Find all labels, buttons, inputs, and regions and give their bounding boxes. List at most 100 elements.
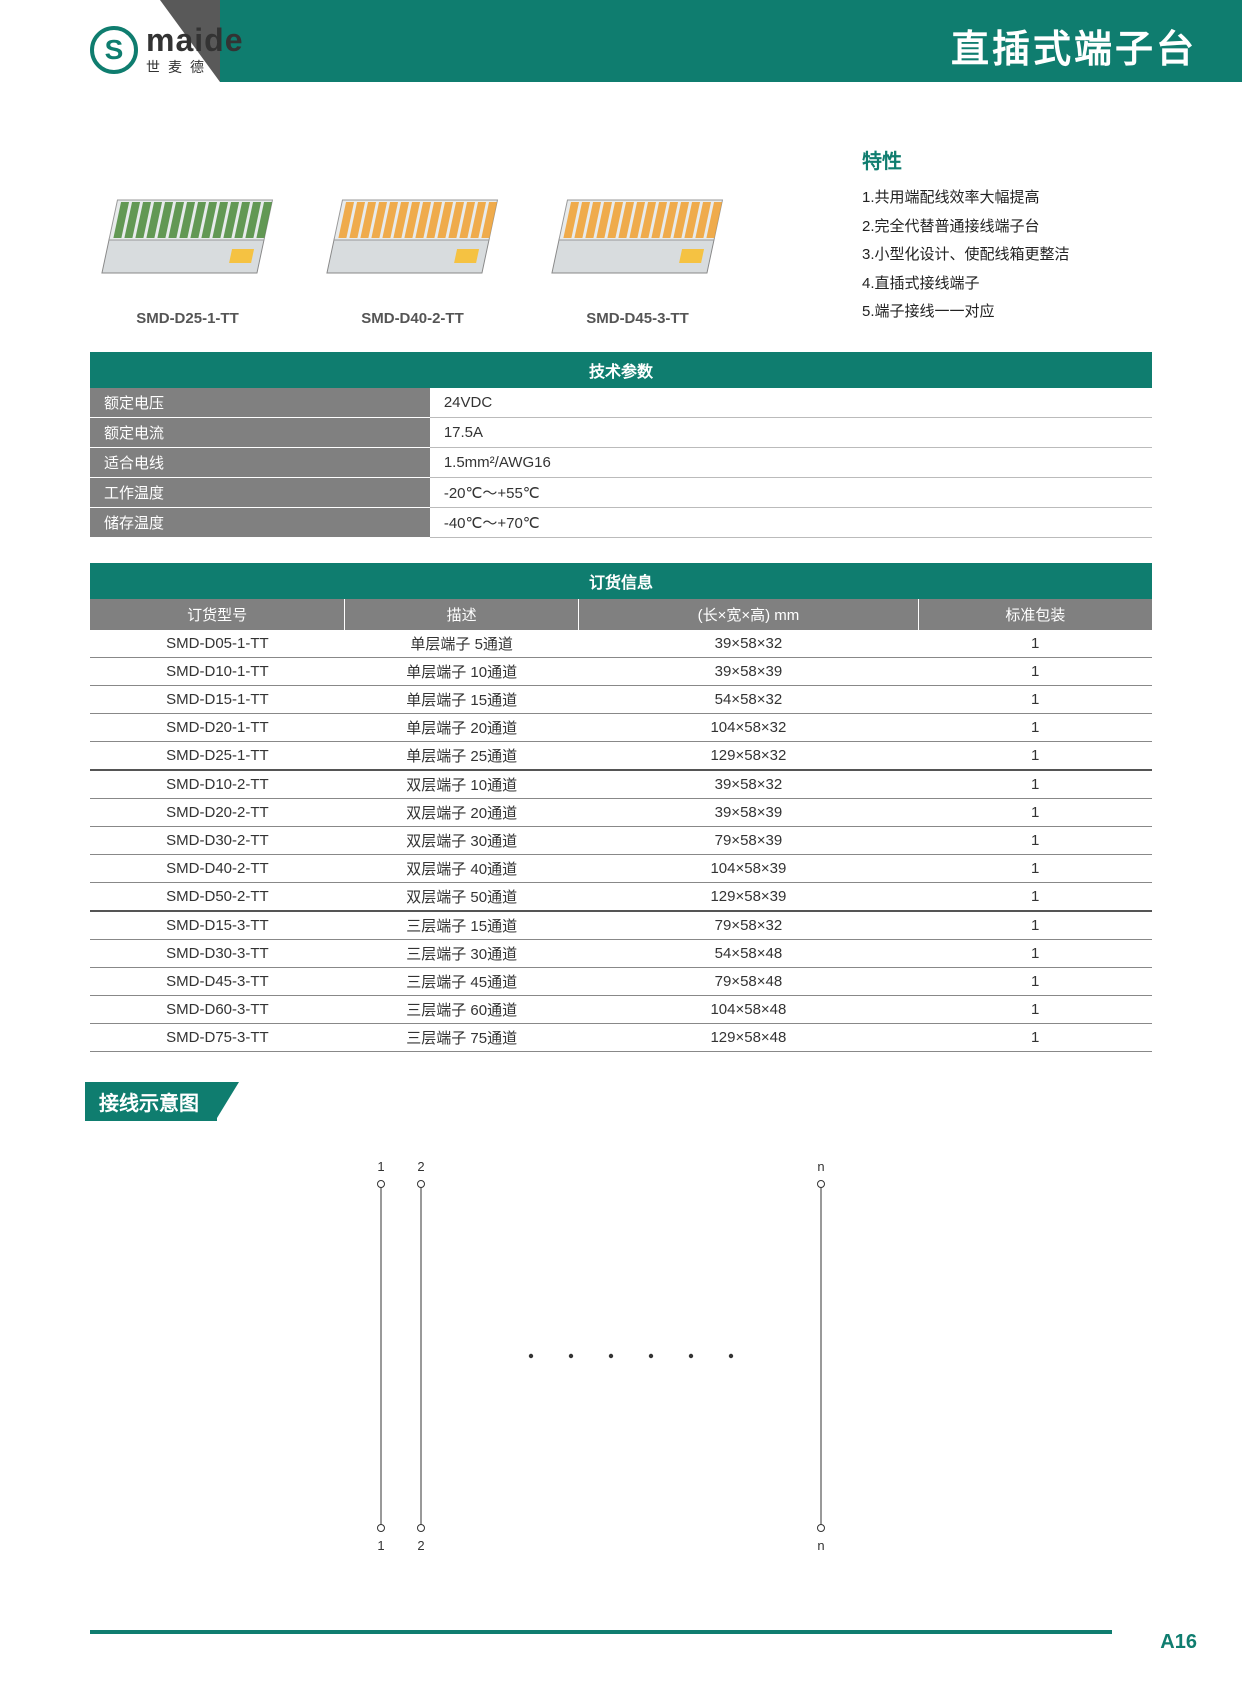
features-list: 1.共用端配线效率大幅提高2.完全代替普通接线端子台3.小型化设计、使配线箱更整… [862,184,1182,327]
order-dim: 39×58×39 [579,798,919,826]
order-desc: 单层端子 25通道 [345,741,579,770]
order-dim: 79×58×39 [579,826,919,854]
order-dim: 39×58×32 [579,630,919,658]
order-desc: 双层端子 40通道 [345,854,579,882]
order-desc: 三层端子 75通道 [345,1023,579,1051]
order-desc: 三层端子 60通道 [345,995,579,1023]
order-model: SMD-D45-3-TT [90,967,345,995]
order-dim: 39×58×39 [579,657,919,685]
footer-line [90,1630,1112,1634]
order-desc: 单层端子 5通道 [345,630,579,658]
spec-value: 17.5A [430,417,1152,447]
spec-table-title: 技术参数 [90,352,1152,388]
order-row: SMD-D75-3-TT 三层端子 75通道 129×58×48 1 [90,1023,1152,1051]
feature-item: 5.端子接线一一对应 [862,298,1182,327]
svg-text:2: 2 [417,1538,424,1553]
spec-row: 工作温度 -20℃～+55℃ [90,477,1152,507]
order-desc: 单层端子 15通道 [345,685,579,713]
svg-text:2: 2 [417,1159,424,1174]
wiring-svg: 1122nn [341,1151,901,1571]
order-model: SMD-D60-3-TT [90,995,345,1023]
product-label: SMD-D45-3-TT [586,310,689,327]
order-pack: 1 [918,882,1152,911]
order-row: SMD-D60-3-TT 三层端子 60通道 104×58×48 1 [90,995,1152,1023]
order-model: SMD-D05-1-TT [90,630,345,658]
product-label: SMD-D40-2-TT [361,310,464,327]
spec-label: 工作温度 [90,477,430,507]
order-model: SMD-D10-2-TT [90,770,345,799]
order-row: SMD-D40-2-TT 双层端子 40通道 104×58×39 1 [90,854,1152,882]
order-row: SMD-D10-2-TT 双层端子 10通道 39×58×32 1 [90,770,1152,799]
order-model: SMD-D50-2-TT [90,882,345,911]
order-dim: 39×58×32 [579,770,919,799]
spec-value: -20℃～+55℃ [430,477,1152,507]
spec-label: 储存温度 [90,507,430,537]
order-row: SMD-D10-1-TT 单层端子 10通道 39×58×39 1 [90,657,1152,685]
order-model: SMD-D75-3-TT [90,1023,345,1051]
order-row: SMD-D20-1-TT 单层端子 20通道 104×58×32 1 [90,713,1152,741]
features-block: 特性 1.共用端配线效率大幅提高2.完全代替普通接线端子台3.小型化设计、使配线… [862,145,1182,327]
order-pack: 1 [918,854,1152,882]
footer: A16 [1160,1631,1197,1654]
order-dim: 104×58×32 [579,713,919,741]
order-desc: 三层端子 30通道 [345,939,579,967]
logo-text: maide 世麦德 [146,22,243,77]
order-desc: 单层端子 20通道 [345,713,579,741]
spec-label: 适合电线 [90,447,430,477]
products-row: SMD-D25-1-TT SMD-D40-2-TT [0,115,1242,337]
order-pack: 1 [918,685,1152,713]
order-pack: 1 [918,1023,1152,1051]
features-title: 特性 [862,145,1182,174]
page-header: 直插式端子台 S maide 世麦德 [0,0,1242,115]
product-item: SMD-D45-3-TT [540,172,735,327]
svg-text:1: 1 [377,1159,384,1174]
order-desc: 三层端子 45通道 [345,967,579,995]
order-model: SMD-D20-1-TT [90,713,345,741]
svg-text:n: n [817,1159,824,1174]
order-pack: 1 [918,657,1152,685]
product-image [315,172,510,292]
order-dim: 104×58×48 [579,995,919,1023]
order-dim: 129×58×39 [579,882,919,911]
order-dim: 54×58×32 [579,685,919,713]
order-dim: 104×58×39 [579,854,919,882]
order-row: SMD-D30-3-TT 三层端子 30通道 54×58×48 1 [90,939,1152,967]
order-desc: 双层端子 10通道 [345,770,579,799]
order-pack: 1 [918,967,1152,995]
order-pack: 1 [918,939,1152,967]
order-pack: 1 [918,911,1152,940]
order-row: SMD-D25-1-TT 单层端子 25通道 129×58×32 1 [90,741,1152,770]
order-pack: 1 [918,995,1152,1023]
logo-sub: 世麦德 [146,57,243,77]
logo-main: maide [146,22,243,59]
spec-label: 额定电压 [90,388,430,418]
order-desc: 双层端子 50通道 [345,882,579,911]
order-pack: 1 [918,713,1152,741]
spec-row: 储存温度 -40℃～+70℃ [90,507,1152,537]
order-model: SMD-D10-1-TT [90,657,345,685]
order-dim: 79×58×48 [579,967,919,995]
order-pack: 1 [918,770,1152,799]
product-image [90,172,285,292]
order-desc: 三层端子 15通道 [345,911,579,940]
product-label: SMD-D25-1-TT [136,310,239,327]
order-model: SMD-D20-2-TT [90,798,345,826]
logo-icon: S [90,26,138,74]
svg-text:n: n [817,1538,824,1553]
feature-item: 1.共用端配线效率大幅提高 [862,184,1182,213]
order-model: SMD-D15-1-TT [90,685,345,713]
order-model: SMD-D40-2-TT [90,854,345,882]
order-column-header: 标准包装 [918,599,1152,630]
order-pack: 1 [918,630,1152,658]
order-dim: 54×58×48 [579,939,919,967]
spec-row: 额定电流 17.5A [90,417,1152,447]
order-column-header: 订货型号 [90,599,345,630]
order-model: SMD-D15-3-TT [90,911,345,940]
order-column-header: (长×宽×高) mm [579,599,919,630]
spec-value: -40℃～+70℃ [430,507,1152,537]
feature-item: 2.完全代替普通接线端子台 [862,213,1182,242]
order-dim: 129×58×32 [579,741,919,770]
spec-row: 额定电压 24VDC [90,388,1152,418]
page-number: A16 [1160,1631,1197,1654]
order-model: SMD-D30-2-TT [90,826,345,854]
